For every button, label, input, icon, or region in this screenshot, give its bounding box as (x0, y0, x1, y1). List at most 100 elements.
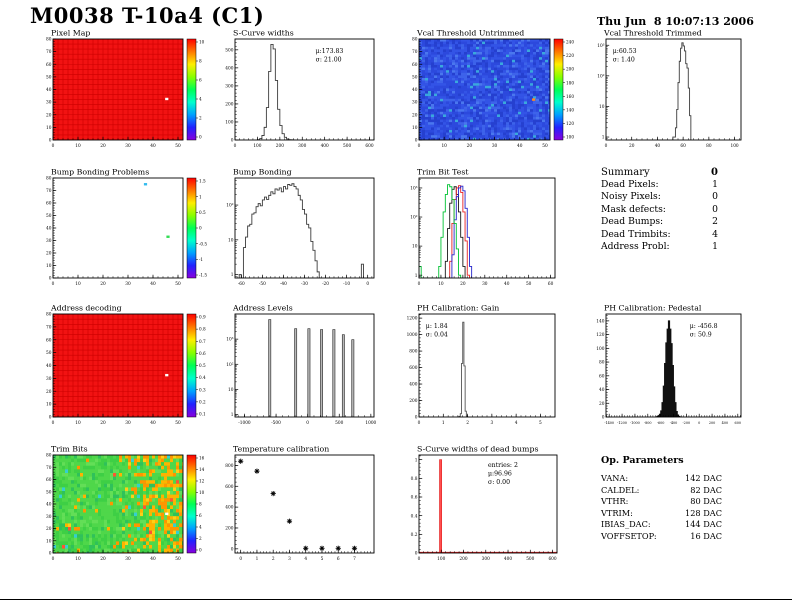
pixel_map-colorbar (186, 38, 197, 141)
svg-text:60: 60 (548, 282, 554, 287)
svg-text:0: 0 (415, 139, 418, 144)
address_decoding-title: Address decoding (50, 304, 122, 313)
svg-text:20: 20 (599, 402, 605, 407)
series-scurve-widths (256, 43, 296, 140)
summary-row: Address Probl: 1 (601, 241, 718, 253)
summary-row-value: 2 (712, 216, 718, 228)
vcal_untrimmed-title: Vcal Threshold Untrimmed (416, 29, 524, 38)
svg-text:40: 40 (46, 88, 52, 93)
svg-text:0.4: 0.4 (199, 375, 206, 380)
svg-text:40: 40 (46, 227, 52, 232)
scurve_dead-plot-area (419, 459, 557, 553)
svg-text:30: 30 (412, 101, 418, 106)
svg-text:50: 50 (412, 75, 418, 80)
svg-text:10: 10 (75, 144, 81, 149)
trim_bits-plot-area (53, 455, 183, 553)
svg-text:0.6: 0.6 (199, 351, 206, 356)
svg-text:10: 10 (46, 539, 52, 544)
svg-text:60: 60 (46, 478, 52, 483)
svg-text:-600: -600 (657, 421, 665, 425)
svg-text:6: 6 (337, 557, 340, 562)
scurve_dead-stat-line: entries: 2 (488, 462, 518, 469)
svg-text:0: 0 (199, 548, 202, 553)
op-parameter-row: IBIAS_DAC: 144 DAC (601, 519, 722, 531)
scatter-marker (351, 545, 358, 551)
svg-text:4: 4 (515, 421, 518, 426)
svg-text:-20: -20 (322, 282, 329, 287)
svg-text:100: 100 (253, 144, 261, 149)
timestamp: Thu Jun 8 10:07:13 2006 (597, 15, 754, 28)
svg-text:50: 50 (175, 282, 181, 287)
series-trim-bit-green (419, 184, 463, 278)
svg-text:0: 0 (49, 277, 52, 282)
svg-text:10: 10 (75, 421, 81, 426)
svg-text:2: 2 (466, 421, 469, 426)
series-trim-bit-blue (451, 185, 474, 278)
ph_pedestal-title: PH Calibration: Pedestal (604, 304, 702, 313)
svg-text:10³: 10³ (226, 337, 233, 343)
op-parameter-row: CALDEL: 82 DAC (601, 485, 722, 497)
svg-text:10: 10 (75, 282, 81, 287)
svg-text:500: 500 (526, 557, 534, 562)
svg-text:0.7: 0.7 (199, 339, 206, 344)
pixel_map-plot-area (53, 39, 183, 140)
trim_bits-title: Trim Bits (51, 445, 88, 454)
scurve_widths-stat-line: μ:173.83 (316, 48, 344, 55)
svg-text:0: 0 (199, 226, 202, 231)
address_levels-plot-area (268, 319, 355, 417)
svg-text:20: 20 (100, 421, 106, 426)
svg-text:0.2: 0.2 (411, 533, 418, 538)
scatter-marker (270, 490, 276, 497)
svg-text:50: 50 (175, 144, 181, 149)
svg-text:1.5: 1.5 (199, 179, 206, 184)
op-parameter-label: VANA: (601, 473, 629, 483)
svg-text:14: 14 (199, 467, 205, 472)
svg-text:-400: -400 (670, 421, 678, 425)
spike (294, 328, 298, 417)
op-parameter-label: IBIAS_DAC: (601, 519, 651, 530)
canvas-bottom-border (0, 599, 792, 601)
trim_bit_test-plot-area (419, 184, 474, 278)
svg-text:50: 50 (526, 282, 532, 287)
svg-text:40: 40 (46, 364, 52, 369)
summary-row: Dead Pixels: 1 (601, 179, 718, 191)
svg-text:10: 10 (46, 264, 52, 269)
svg-text:8: 8 (199, 59, 202, 64)
svg-text:400: 400 (504, 557, 512, 562)
svg-text:5: 5 (321, 557, 324, 562)
summary-row: Mask defects: 0 (601, 204, 718, 216)
svg-text:0: 0 (415, 416, 418, 421)
chart-trim_bit_test: 0 10 20 30 40 50 60 1 10 10² 10³ Trim Bit Test (410, 168, 556, 287)
svg-text:0: 0 (52, 282, 55, 287)
svg-text:60: 60 (599, 374, 605, 379)
ph_gain-plot-area (457, 321, 469, 417)
summary-row-value: 0 (712, 191, 718, 203)
svg-text:-1400: -1400 (604, 421, 614, 425)
svg-text:60: 60 (46, 63, 52, 68)
svg-text:600: 600 (409, 366, 417, 371)
trim_bits-colorbar (186, 454, 197, 554)
svg-text:0.5: 0.5 (199, 363, 206, 368)
svg-text:10: 10 (228, 238, 234, 243)
vcal_trimmed-plot-area (672, 42, 692, 140)
svg-text:600: 600 (365, 144, 373, 149)
svg-text:1: 1 (415, 458, 418, 463)
svg-text:120: 120 (566, 121, 574, 126)
svg-text:50: 50 (46, 351, 52, 356)
temp_calibration-plot-area (238, 458, 358, 551)
summary-panel: Summary 0 Dead Pixels: 1 Noisy Pixels: 0… (601, 166, 718, 253)
svg-text:0: 0 (49, 552, 52, 557)
svg-text:20: 20 (46, 252, 52, 257)
svg-text:70: 70 (46, 325, 52, 330)
op-parameter-value: 16 DAC (690, 530, 722, 541)
op-parameter-row: VOFFSETOP: 16 DAC (601, 531, 722, 543)
svg-text:600: 600 (225, 485, 233, 490)
svg-text:600: 600 (735, 421, 741, 425)
svg-text:40: 40 (599, 388, 605, 393)
scurve_widths-stat-line: σ: 21.00 (316, 57, 342, 64)
svg-text:0: 0 (49, 416, 52, 421)
svg-text:200: 200 (225, 103, 233, 108)
svg-text:0: 0 (415, 552, 418, 557)
svg-text:3: 3 (288, 557, 291, 562)
